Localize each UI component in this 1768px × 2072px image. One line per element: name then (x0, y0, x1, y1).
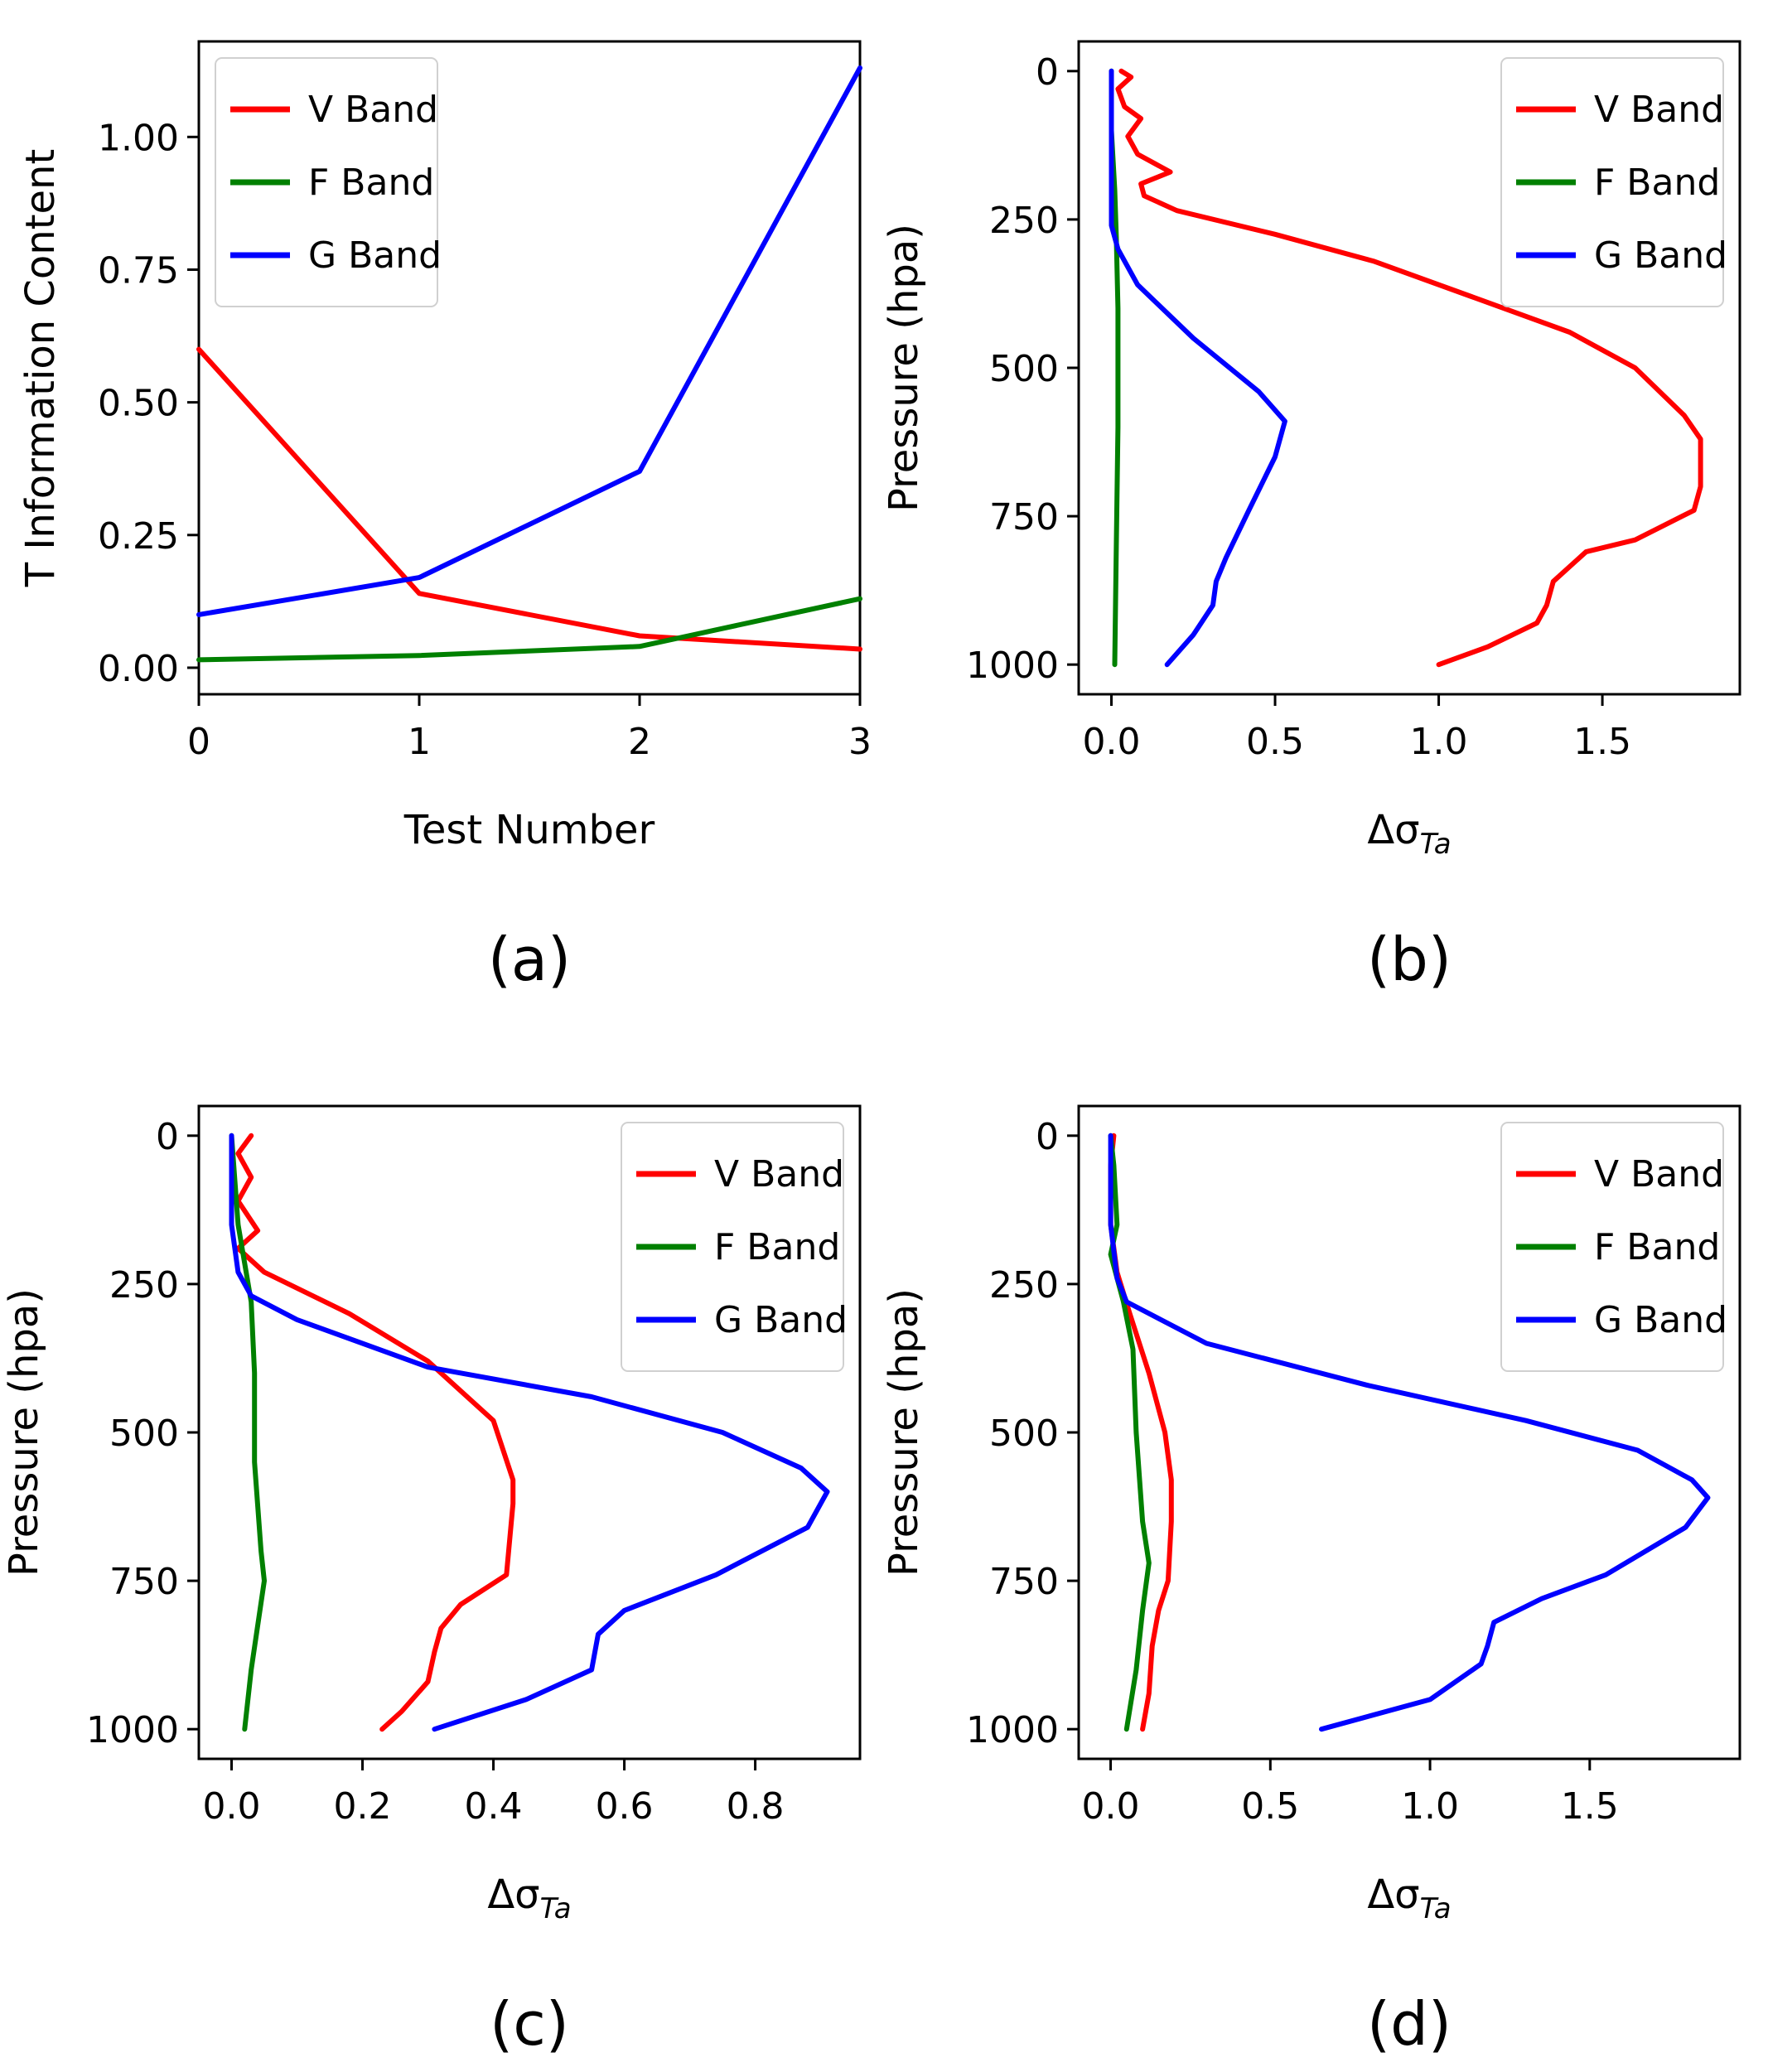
y-tick-label: 750 (989, 1561, 1059, 1603)
y-tick-label: 0.75 (98, 249, 179, 292)
y-tick-label: 750 (989, 496, 1059, 539)
legend-entry-label: V Band (1594, 89, 1724, 131)
legend-entry-label: V Band (1594, 1153, 1724, 1195)
legend-box (215, 57, 438, 307)
panel-b: 0.0 0.5 1.0 1.5 0 250 500 750 1000 ΔσTa Pressure (… (881, 40, 1741, 994)
y-tick-label: 0.25 (98, 515, 179, 558)
plot-frame (197, 40, 862, 696)
x-tick-label: 2 (628, 721, 651, 763)
y-tick-label: 0 (156, 1116, 179, 1158)
x-tick-label: 1 (408, 721, 431, 763)
y-tick-label: 500 (989, 348, 1059, 390)
legend: V Band F Band G Band (215, 57, 442, 307)
x-tick-label: 0.2 (334, 1785, 392, 1828)
x-tick-label: 1.5 (1561, 1785, 1619, 1828)
panel-label: (c) (490, 1989, 569, 2059)
y-tick-label: 1000 (966, 1709, 1059, 1751)
series-line-v-band (235, 1133, 516, 1732)
legend-box (1500, 57, 1724, 307)
legend-entry-label: G Band (714, 1299, 848, 1341)
y-tick-label: 0 (1036, 1116, 1059, 1158)
y-tick-label: 250 (109, 1264, 179, 1306)
x-tick-label: 0.8 (727, 1785, 785, 1828)
x-tick-label: 0.5 (1246, 721, 1304, 763)
x-tick-label: 0 (187, 721, 210, 763)
legend: V Band F Band G Band (621, 1122, 848, 1372)
legend-entry-label: V Band (308, 89, 438, 131)
legend-entry-label: G Band (1594, 1299, 1727, 1341)
legend: V Band F Band G Band (1500, 1122, 1727, 1372)
legend-entry-label: V Band (714, 1153, 844, 1195)
panel-d: 0.0 0.5 1.0 1.5 0 250 500 750 1000 ΔσTa Pressure (… (881, 1104, 1741, 2059)
panel-c: 0.0 0.2 0.4 0.6 0.8 0 250 500 750 1000 ΔσTa Pressur… (1, 1104, 862, 2059)
series-line-g-band (1109, 68, 1287, 668)
x-axis-label-main: Δσ (1367, 1872, 1419, 1918)
x-tick-label: 1.5 (1573, 721, 1631, 763)
y-tick-label: 250 (989, 1264, 1059, 1306)
y-axis-label: Pressure (hpa) (1, 1288, 47, 1577)
legend-entry-label: G Band (308, 234, 442, 277)
x-axis-label: Test Number (403, 807, 655, 853)
series-line-v-band (1115, 68, 1703, 668)
y-tick-label: 0.50 (98, 383, 179, 425)
x-tick-label: 3 (848, 721, 872, 763)
y-tick-label: 1.00 (98, 117, 179, 159)
series-line-v-band (196, 346, 862, 652)
legend-entry-label: F Band (714, 1226, 840, 1268)
panel-a: 0 1 2 3 0.00 0.25 0.50 0.75 1.00 Test Number T Inf… (17, 40, 872, 994)
y-axis-label: Pressure (hpa) (881, 224, 927, 512)
y-tick-label: 0 (1036, 51, 1059, 94)
y-axis-label: Pressure (hpa) (881, 1288, 927, 1577)
x-tick-label: 0.0 (1082, 1785, 1140, 1828)
legend-entry-label: G Band (1594, 234, 1727, 277)
x-tick-label: 0.0 (1083, 721, 1141, 763)
y-tick-label: 1000 (86, 1709, 179, 1751)
x-tick-label: 0.6 (596, 1785, 654, 1828)
x-axis-label: ΔσTa (1367, 807, 1451, 861)
x-axis-label-subscript: Ta (540, 1892, 572, 1925)
x-tick-label: 0.0 (203, 1785, 261, 1828)
x-axis-label: ΔσTa (487, 1872, 571, 1925)
x-tick-label: 0.5 (1241, 1785, 1299, 1828)
x-axis-label-subscript: Ta (1420, 828, 1452, 861)
y-tick-label: 750 (109, 1561, 179, 1603)
legend: V Band F Band G Band (1500, 57, 1727, 307)
legend-entry-label: F Band (1594, 1226, 1720, 1268)
legend-box (1500, 1122, 1724, 1372)
x-axis-label-main: Δσ (487, 1872, 539, 1918)
series-line-f-band (229, 1133, 267, 1732)
x-axis-label-main: Test Number (403, 807, 655, 853)
y-tick-label: 500 (989, 1413, 1059, 1455)
x-axis-label-main: Δσ (1367, 807, 1419, 853)
x-axis-label: ΔσTa (1367, 1872, 1451, 1925)
series-line-g-band (229, 1133, 830, 1732)
series-line-f-band (196, 596, 862, 663)
series-line-f-band (1108, 1133, 1152, 1732)
series-line-g-band (1108, 1133, 1711, 1732)
series-line-g-band (196, 65, 862, 617)
panel-label: (d) (1367, 1989, 1452, 2059)
legend-box (621, 1122, 844, 1372)
y-tick-label: 0.00 (98, 648, 179, 690)
y-tick-label: 1000 (966, 645, 1059, 687)
panel-label: (b) (1367, 925, 1452, 994)
x-tick-label: 0.4 (465, 1785, 523, 1828)
y-axis-label: T Information Content (17, 149, 64, 588)
panel-label: (a) (488, 925, 571, 994)
x-axis-label-subscript: Ta (1420, 1892, 1452, 1925)
legend-entry-label: F Band (1594, 162, 1720, 204)
y-tick-label: 250 (989, 200, 1059, 242)
legend-entry-label: F Band (308, 162, 434, 204)
x-tick-label: 1.0 (1410, 721, 1468, 763)
y-tick-label: 500 (109, 1413, 179, 1455)
x-tick-label: 1.0 (1401, 1785, 1459, 1828)
